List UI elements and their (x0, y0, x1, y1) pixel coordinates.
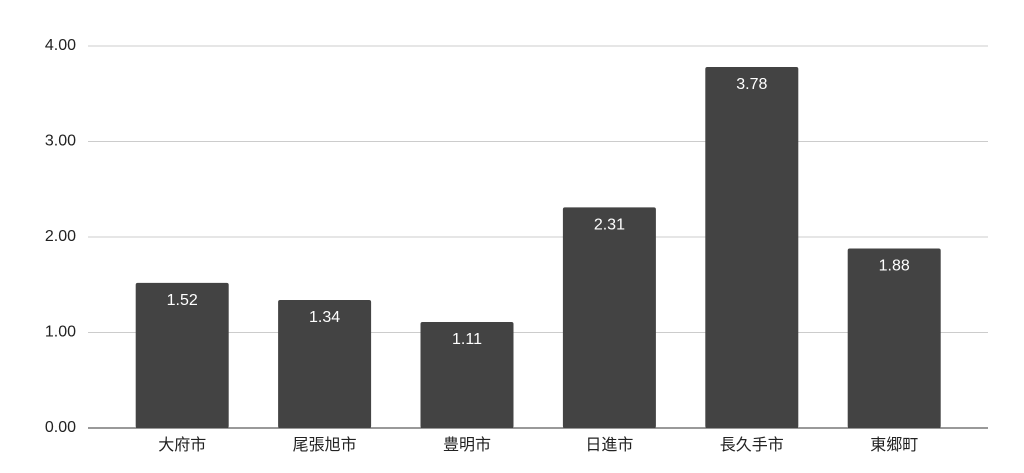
bar (135, 282, 229, 428)
y-tick-label: 2.00 (45, 228, 76, 245)
value-label: 1.34 (309, 309, 340, 326)
y-tick-label: 0.00 (45, 419, 76, 436)
bar (562, 207, 656, 428)
y-tick-label: 3.00 (45, 133, 76, 150)
value-label: 2.31 (594, 217, 625, 234)
value-label: 1.88 (879, 258, 910, 275)
x-tick-label: 日進市 (585, 436, 633, 454)
y-tick-label: 4.00 (45, 37, 76, 54)
value-label: 1.52 (167, 292, 198, 309)
value-label: 1.11 (452, 331, 482, 348)
bar (705, 67, 799, 428)
bar (278, 300, 372, 428)
y-tick-label: 1.00 (45, 324, 76, 341)
bar (847, 248, 941, 428)
x-tick-label: 長久手市 (720, 436, 784, 454)
bar (420, 321, 514, 428)
x-tick-label: 大府市 (158, 436, 206, 454)
value-label: 3.78 (736, 76, 767, 93)
x-tick-label: 東郷町 (870, 436, 918, 454)
x-tick-label: 豊明市 (443, 436, 491, 454)
x-tick-label: 尾張旭市 (293, 436, 357, 454)
